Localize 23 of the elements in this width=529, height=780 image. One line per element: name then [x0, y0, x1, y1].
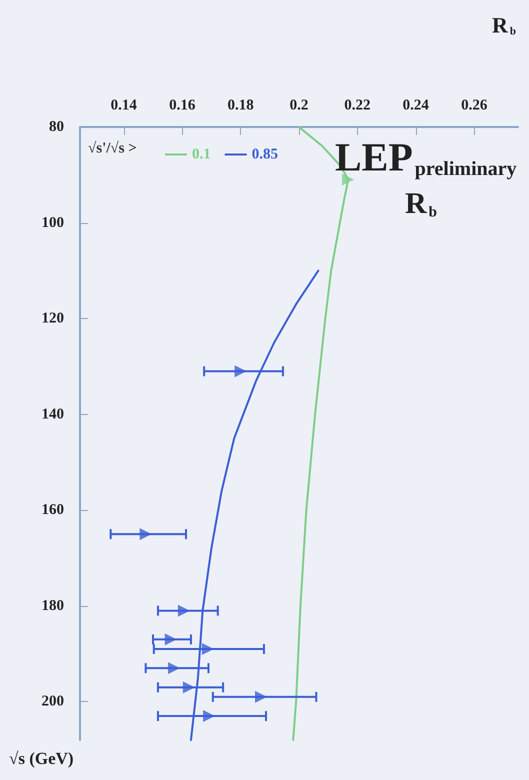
y-tick-label: 120: [42, 310, 64, 327]
x-tick-label: 0.26: [461, 98, 488, 114]
x-tick-label: 0.14: [110, 98, 138, 114]
point: [342, 174, 354, 186]
y-tick-label: 80: [49, 119, 64, 135]
legend-title: √s'/√s >: [88, 140, 137, 156]
y-tick-label: 200: [42, 694, 64, 710]
y-tick-label: 160: [42, 502, 64, 518]
x-tick-label: 0.16: [169, 98, 196, 114]
point: [140, 528, 152, 540]
x-tick-label: 0.18: [227, 98, 254, 114]
legend-label: 0.1: [192, 146, 211, 162]
point: [178, 604, 190, 617]
point: [182, 681, 195, 694]
y-tick-label: 100: [42, 214, 64, 231]
y-axis-title: √s (GeV): [9, 749, 74, 768]
x-tick-label: 0.24: [402, 98, 430, 114]
y-tick-label: 180: [42, 598, 64, 614]
y-tick-label: 140: [42, 406, 64, 422]
x-tick-label: 0.2: [290, 98, 308, 114]
x-tick-label: 0.22: [344, 98, 371, 114]
legend-label: 0.85: [252, 146, 278, 162]
point: [164, 633, 177, 646]
